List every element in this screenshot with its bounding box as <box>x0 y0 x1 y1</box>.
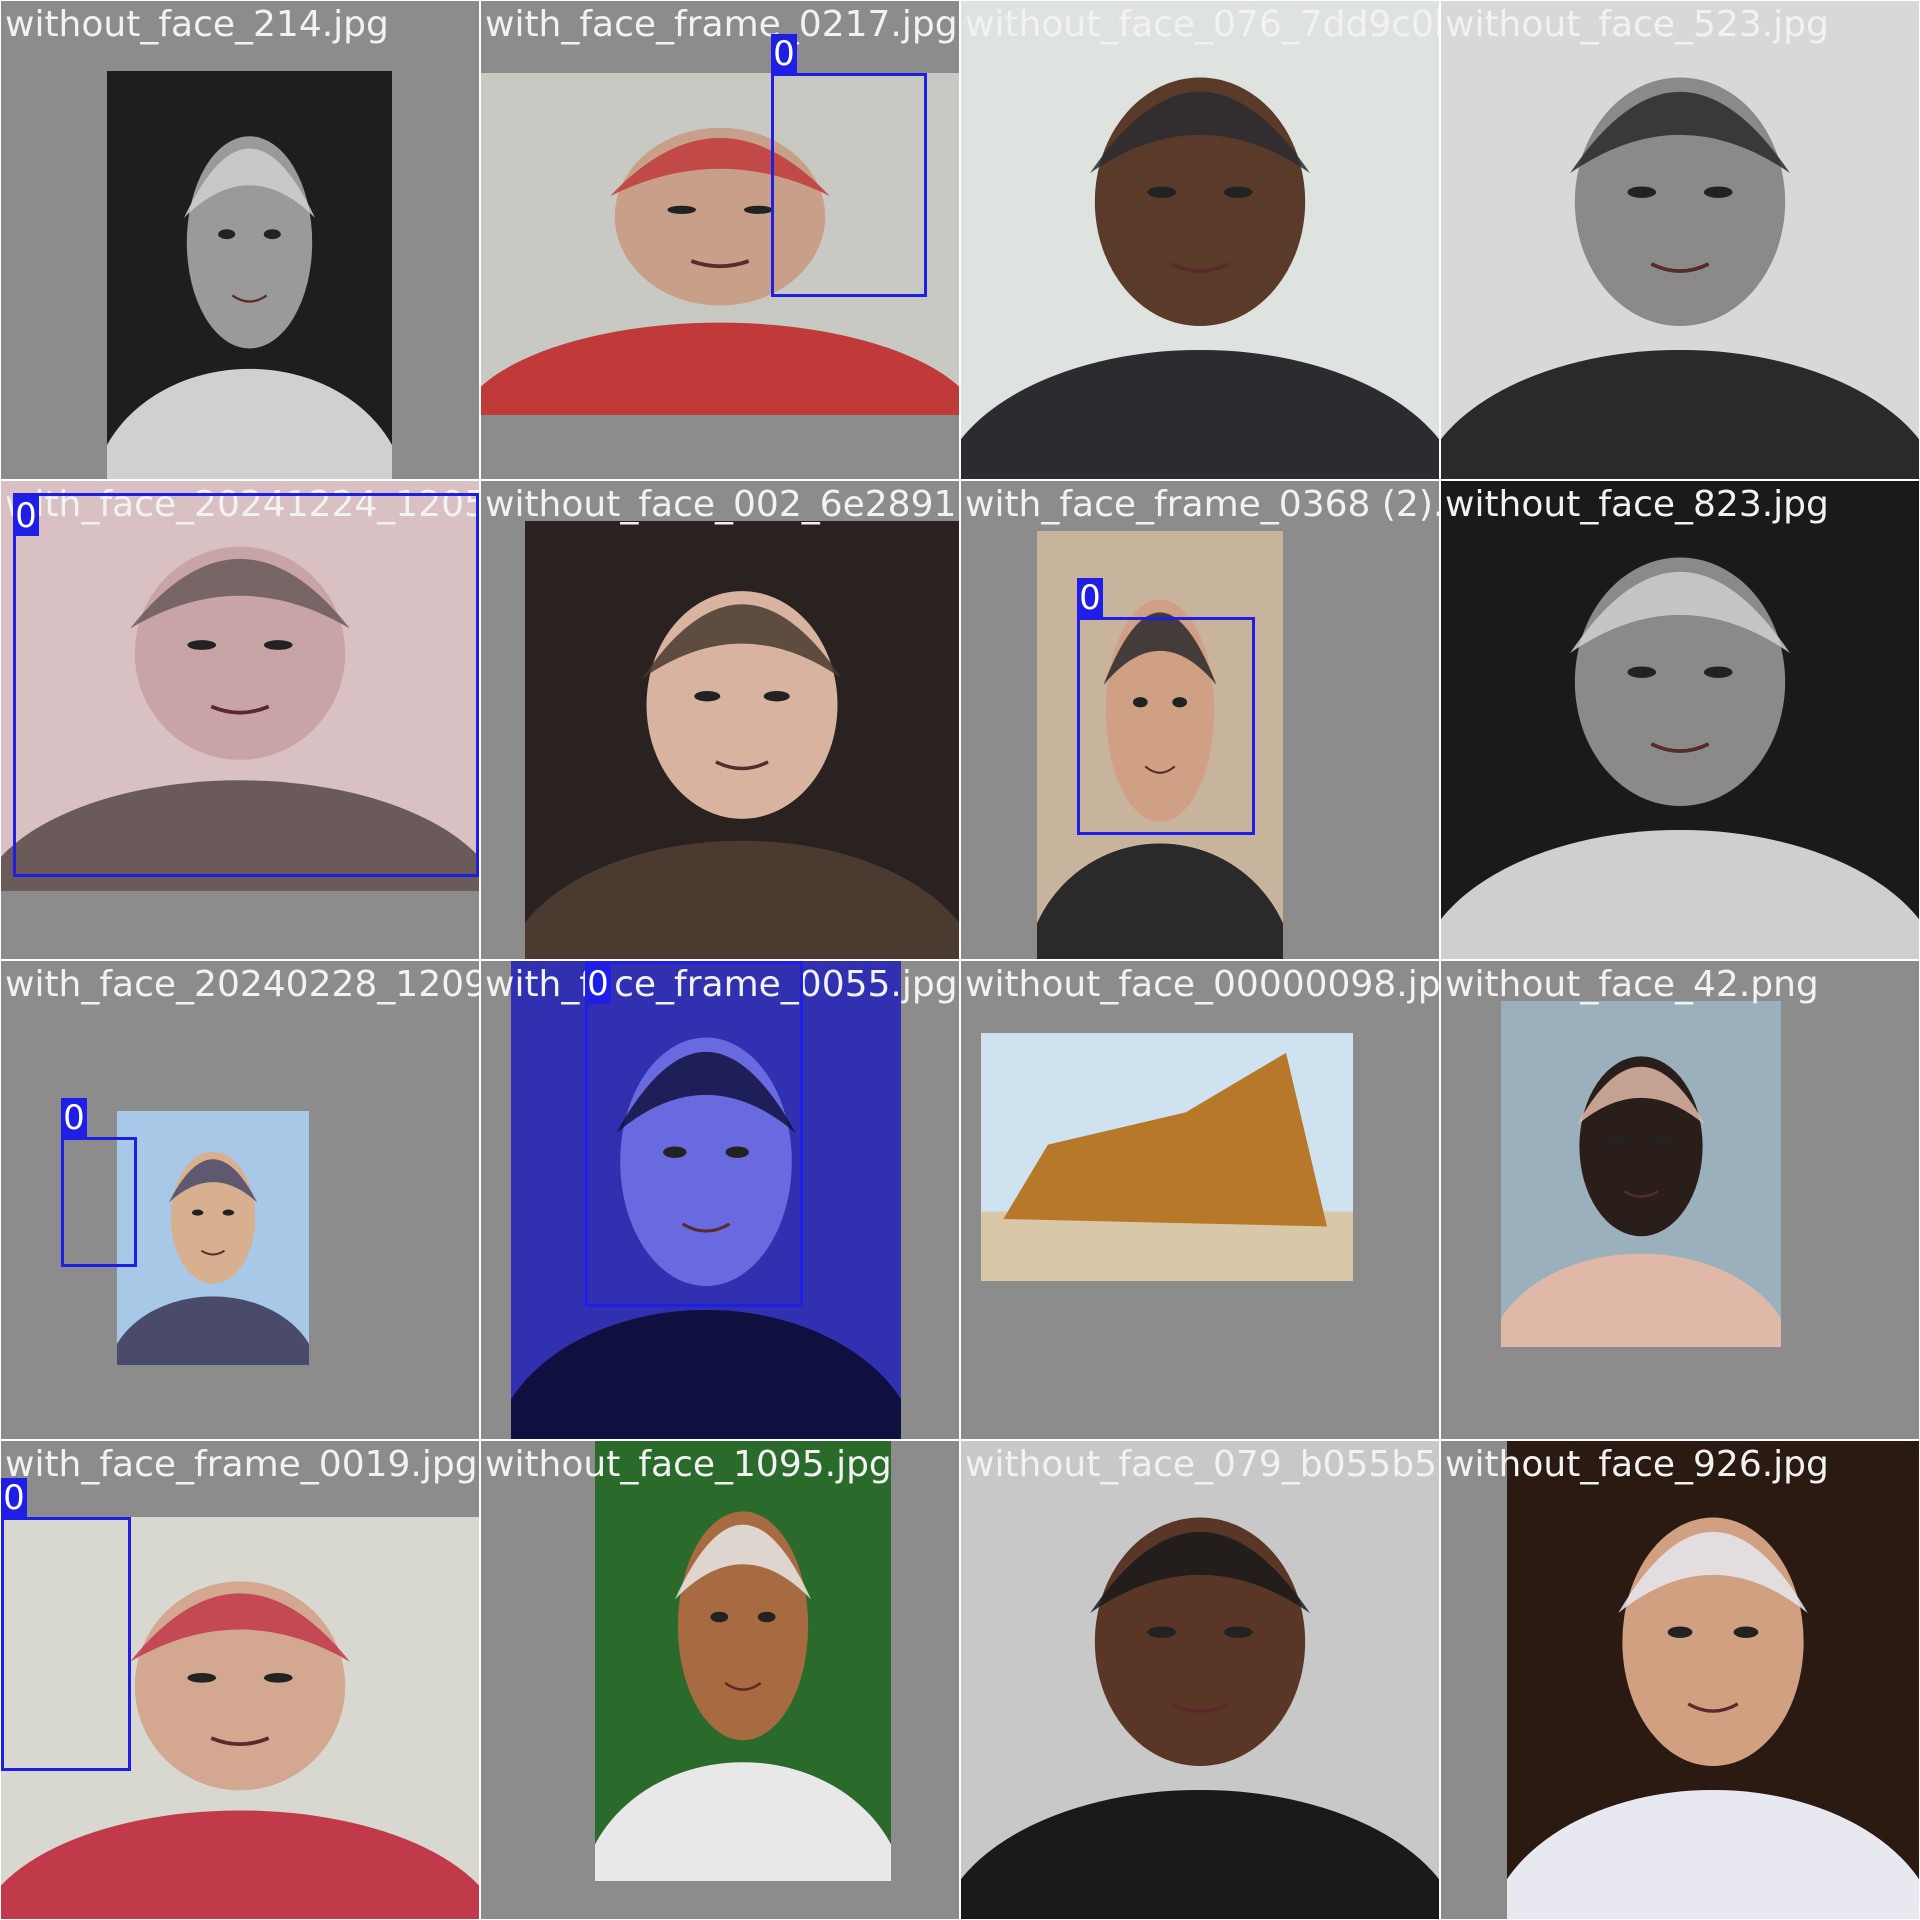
detection-class-tag: 0 <box>61 1098 87 1138</box>
bw-portrait-man-image <box>107 71 392 479</box>
mosaic-tile: with_face_frame_0019.jpg 0 <box>1 1441 479 1919</box>
tile-photo <box>107 71 392 479</box>
detection-class-tag: 0 <box>771 34 797 74</box>
tile-photo <box>1 1517 479 1919</box>
tile-filename-label: without_face_214.jpg <box>5 4 389 45</box>
tile-filename-label: without_face_076_7dd9c0bdw.jpg <box>965 4 1439 45</box>
mosaic-tile: without_face_823.jpg <box>1441 481 1919 959</box>
tile-photo <box>961 1 1439 479</box>
tile-photo <box>117 1111 309 1365</box>
tile-filename-label: without_face_823.jpg <box>1445 484 1829 525</box>
face-bounding-box: 0 <box>585 961 803 1307</box>
tile-photo <box>1501 1001 1781 1347</box>
tile-photo <box>961 1441 1439 1919</box>
mosaic-tile: without_face_926.jpg <box>1441 1441 1919 1919</box>
man-sunglasses-blue-light-image <box>511 961 901 1439</box>
beach-selfie-image <box>117 1111 309 1365</box>
mosaic-tile: without_face_002_6e289116.jpg <box>481 481 959 959</box>
mosaic-tile: without_face_079_b055b519.jpg <box>961 1441 1439 1919</box>
detection-class-tag: 0 <box>13 496 39 536</box>
detection-class-tag: 0 <box>585 964 611 1004</box>
tile-filename-label: without_face_002_6e289116.jpg <box>485 484 959 525</box>
tile-filename-label: with_face_frame_0368 (2).jpg <box>965 484 1439 525</box>
tile-filename-label: without_face_079_b055b519.jpg <box>965 1444 1439 1485</box>
detection-class-tag: 0 <box>1077 578 1103 618</box>
tile-filename-label: with_face_20240228_120923.jpg <box>5 964 479 1005</box>
tile-photo <box>1 481 479 891</box>
old-man-white-beard-image <box>595 1441 891 1881</box>
tile-filename-label: without_face_523.jpg <box>1445 4 1829 45</box>
face-bounding-box: 0 <box>13 493 479 877</box>
tile-filename-label: with_face_frame_0019.jpg <box>5 1444 478 1485</box>
bw-portrait-old-man-image <box>1441 481 1919 959</box>
tile-filename-label: without_face_1095.jpg <box>485 1444 892 1485</box>
tile-photo <box>981 1033 1353 1281</box>
rendered-woman-portrait-image <box>1501 1001 1781 1347</box>
mosaic-tile: with_face_frame_0217.jpg 0 <box>481 1 959 479</box>
mosaic-tile: with_face_20240228_120923.jpg 0 <box>1 961 479 1439</box>
tile-photo <box>1441 1 1919 479</box>
tile-filename-label: with_face_20241224_120529.jpg <box>5 484 479 525</box>
selfie-two-people-image <box>1 1517 479 1919</box>
bw-portrait-smiling-man-image <box>1441 1 1919 479</box>
tile-filename-label: without_face_00000098.jpg <box>965 964 1439 1005</box>
mosaic-tile: without_face_00000098.jpg <box>961 961 1439 1439</box>
mosaic-tile: without_face_42.png <box>1441 961 1919 1439</box>
tile-filename-label: without_face_926.jpg <box>1445 1444 1829 1485</box>
rotated-closeup-face-image <box>1 481 479 891</box>
mosaic-tile: without_face_076_7dd9c0bdw.jpg <box>961 1 1439 479</box>
tile-photo <box>595 1441 891 1881</box>
portrait-man-suit-image <box>961 1 1439 479</box>
face-bounding-box: 0 <box>771 34 927 297</box>
mosaic-tile: with_face_frame_0055.jpg 0 <box>481 961 959 1439</box>
tile-photo <box>1441 481 1919 959</box>
rock-landscape-image <box>981 1033 1353 1281</box>
closeup-portrait-man-image <box>961 1441 1439 1919</box>
tile-photo <box>1507 1441 1919 1919</box>
mosaic-tile: without_face_214.jpg <box>1 1 479 479</box>
mosaic-tile: without_face_523.jpg <box>1441 1 1919 479</box>
face-bounding-box: 0 <box>1077 578 1255 835</box>
detection-class-tag: 0 <box>1 1478 27 1518</box>
mosaic-tile: without_face_1095.jpg <box>481 1441 959 1919</box>
portrait-man-dark-bg-image <box>1507 1441 1919 1919</box>
face-bounding-box: 0 <box>61 1098 137 1267</box>
face-bounding-box: 0 <box>1 1478 131 1771</box>
tile-filename-label: with_face_frame_0217.jpg <box>485 4 958 45</box>
tile-photo <box>511 961 901 1439</box>
tile-filename-label: with_face_frame_0055.jpg <box>485 964 958 1005</box>
tile-photo <box>525 521 959 959</box>
tile-filename-label: without_face_42.png <box>1445 964 1819 1005</box>
portrait-woman-long-hair-image <box>525 521 959 959</box>
mosaic-tile: with_face_frame_0368 (2).jpg 0 <box>961 481 1439 959</box>
